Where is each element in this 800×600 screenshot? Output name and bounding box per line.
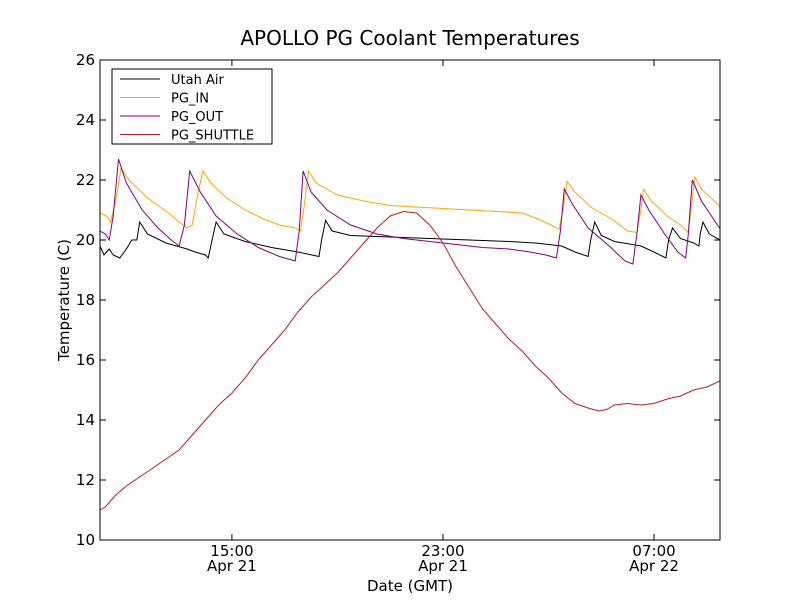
y-tick-label: 14 — [76, 411, 95, 429]
legend-label-pg-shuttle: PG_SHUTTLE — [171, 129, 254, 144]
y-tick-label: 16 — [76, 351, 95, 369]
y-tick-label: 10 — [76, 531, 95, 549]
y-axis-label: Temperature (C) — [55, 239, 73, 362]
series-line-pg-shuttle — [100, 210, 720, 511]
x-tick-label-date: Apr 21 — [207, 557, 257, 575]
y-tick-label: 18 — [76, 291, 95, 309]
legend: Utah Air PG_IN PG_OUT PG_SHUTTLE — [111, 68, 273, 145]
y-tick-label: 22 — [76, 171, 95, 189]
y-tick-label: 12 — [76, 471, 95, 489]
series-line-pg-out — [100, 158, 720, 265]
legend-label-pg-in: PG_IN — [171, 92, 209, 107]
x-tick-label-date: Apr 21 — [418, 557, 468, 575]
x-tick-label-time: 15:00 — [210, 542, 253, 560]
x-tick-label-date: Apr 22 — [629, 557, 679, 575]
x-tick-label-time: 07:00 — [632, 542, 675, 560]
plot-frame — [99, 59, 721, 541]
y-tick-label: 24 — [76, 111, 95, 129]
series-line-utah-air — [100, 219, 720, 260]
legend-box — [111, 68, 273, 145]
legend-label-utah-air: Utah Air — [171, 73, 224, 88]
x-tick-label-time: 23:00 — [421, 542, 464, 560]
x-axis-label: Date (GMT) — [367, 577, 453, 595]
series-layer — [100, 158, 720, 511]
chart-title: APOLLO PG Coolant Temperatures — [240, 26, 579, 50]
series-line-pg-in — [100, 166, 720, 234]
legend-label-pg-out: PG_OUT — [171, 110, 223, 125]
y-tick-label: 20 — [76, 231, 95, 249]
y-tick-label: 26 — [76, 51, 95, 69]
